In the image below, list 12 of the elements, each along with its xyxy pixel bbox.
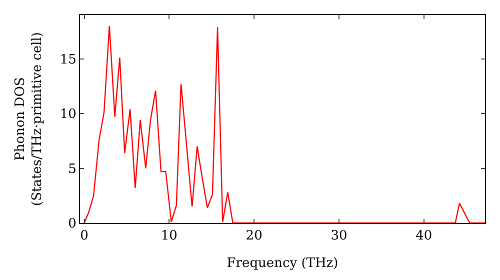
x-tick-label: 20 (246, 228, 262, 244)
y-axis-title: Phonon DOS (States/THz·primitive cell) (12, 32, 45, 206)
x-tick-label: 0 (80, 228, 88, 244)
x-axis-title: Frequency (THz) (226, 256, 338, 272)
y-tick-label: 5 (68, 162, 76, 177)
x-tick-label: 10 (160, 228, 178, 244)
y-tick-label: 15 (60, 52, 76, 68)
y-tick-label: 10 (60, 107, 76, 122)
line-series (84, 25, 485, 223)
y-tick-label: 0 (68, 216, 76, 232)
x-tick-label: 40 (416, 228, 432, 244)
x-tick-label: 30 (330, 228, 348, 244)
